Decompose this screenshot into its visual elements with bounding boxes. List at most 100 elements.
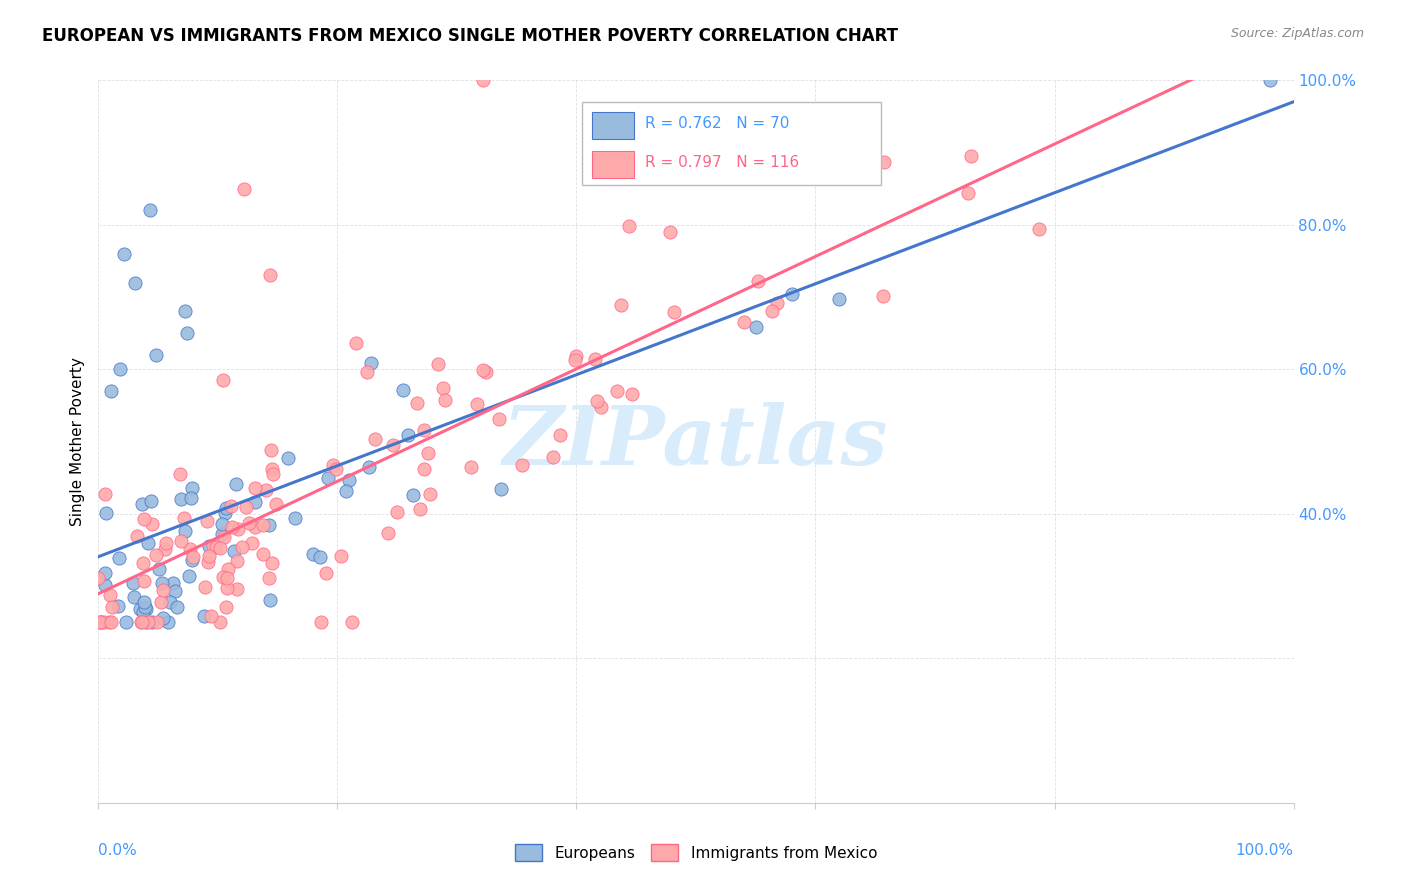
Point (89, 615, 111, 630)
Point (472, 363, 495, 377)
Point (93, 566, 115, 581)
Point (211, 526, 233, 541)
Point (243, 519, 266, 533)
Point (226, 554, 249, 568)
Point (108, 550, 131, 565)
Point (198, 549, 221, 563)
Point (377, 525, 399, 540)
FancyBboxPatch shape (592, 151, 634, 178)
Point (198, 539, 221, 553)
Point (170, 492, 193, 507)
Point (488, 412, 510, 426)
Point (122, 576, 145, 591)
Point (152, 611, 174, 625)
Point (609, 298, 631, 312)
Text: EUROPEAN VS IMMIGRANTS FROM MEXICO SINGLE MOTHER POVERTY CORRELATION CHART: EUROPEAN VS IMMIGRANTS FROM MEXICO SINGL… (42, 27, 898, 45)
Point (110, 362, 132, 376)
Point (766, 296, 789, 310)
Point (606, 384, 628, 398)
Point (87, 571, 110, 585)
Point (233, 182, 256, 196)
Point (243, 481, 266, 495)
Point (260, 556, 283, 570)
Point (409, 501, 432, 516)
Point (135, 601, 157, 615)
Point (434, 393, 457, 408)
Point (90, 615, 112, 630)
Point (583, 352, 606, 367)
Point (169, 533, 191, 548)
Point (873, 154, 896, 169)
Point (589, 400, 612, 414)
Point (1028, 221, 1050, 235)
Point (131, 556, 153, 570)
Point (176, 326, 198, 340)
Point (139, 203, 162, 218)
Point (193, 608, 215, 623)
Point (94, 506, 117, 520)
Point (145, 348, 167, 362)
Point (475, 365, 498, 379)
Point (215, 500, 238, 515)
Point (136, 615, 159, 630)
Point (747, 274, 769, 288)
Text: ZIPatlas: ZIPatlas (503, 401, 889, 482)
Point (360, 356, 382, 370)
Point (155, 536, 177, 550)
Point (180, 491, 202, 506)
Point (780, 287, 803, 301)
Point (252, 517, 274, 532)
Point (231, 540, 253, 554)
Point (260, 462, 283, 476)
Point (129, 615, 152, 630)
Point (134, 599, 156, 614)
Point (325, 462, 347, 476)
Point (828, 292, 851, 306)
Point (122, 590, 145, 604)
Point (132, 605, 155, 619)
Point (209, 615, 232, 630)
Point (200, 609, 222, 624)
Point (427, 357, 450, 371)
Point (745, 319, 768, 334)
Point (174, 304, 197, 318)
Point (93, 615, 115, 630)
Point (138, 536, 160, 550)
Point (115, 615, 138, 630)
Point (957, 186, 980, 200)
Point (166, 599, 188, 614)
Text: R = 0.797   N = 116: R = 0.797 N = 116 (644, 155, 799, 170)
Point (214, 506, 236, 520)
Point (406, 396, 429, 410)
Point (100, 615, 122, 630)
Point (412, 423, 434, 437)
Point (396, 427, 419, 442)
Point (215, 570, 238, 584)
Point (761, 303, 783, 318)
Point (134, 512, 156, 526)
Point (93, 487, 115, 501)
Text: 0.0%: 0.0% (98, 843, 138, 857)
Point (215, 599, 238, 614)
Point (221, 520, 243, 534)
Point (264, 497, 287, 511)
Point (419, 487, 441, 501)
Point (181, 550, 204, 565)
Point (262, 467, 284, 482)
Point (364, 432, 387, 446)
Point (385, 505, 408, 519)
Point (392, 384, 415, 398)
Point (97, 615, 120, 630)
Point (240, 536, 263, 550)
Point (238, 516, 260, 530)
Point (101, 600, 124, 615)
Point (194, 580, 217, 594)
Point (145, 615, 167, 630)
Point (256, 483, 278, 498)
Point (100, 384, 122, 398)
Point (131, 497, 153, 511)
Point (235, 500, 257, 515)
Point (162, 576, 184, 591)
Point (155, 541, 177, 556)
Point (277, 450, 299, 465)
